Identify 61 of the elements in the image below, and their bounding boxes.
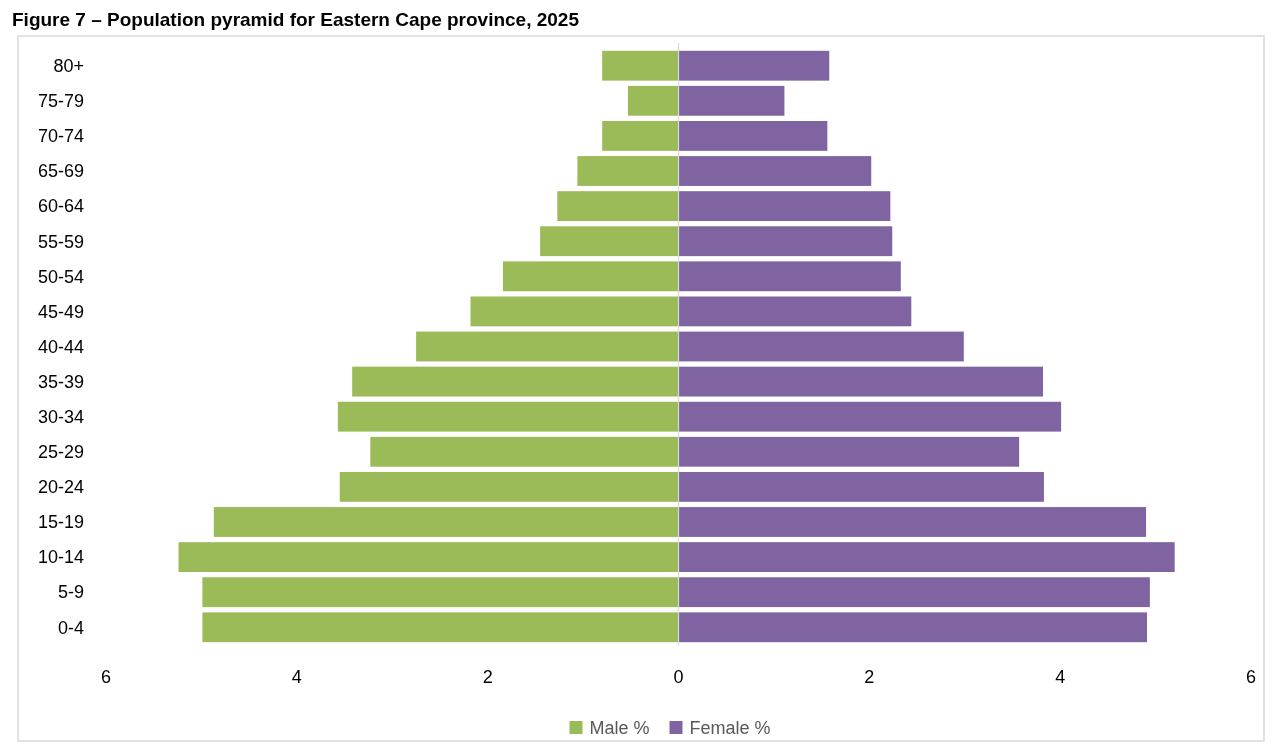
bar — [370, 436, 679, 467]
chart-title: Figure 7 – Population pyramid for Eastern Cape province, 2025 — [12, 9, 580, 30]
legend-label: Male % — [589, 718, 650, 739]
bar — [678, 121, 828, 151]
bar — [178, 542, 679, 572]
bar — [678, 226, 893, 257]
bar — [577, 156, 679, 186]
bar — [540, 226, 679, 257]
bar — [678, 542, 1175, 572]
x-tick-label: 6 — [1245, 667, 1257, 687]
bar — [602, 50, 679, 81]
bar — [678, 85, 785, 116]
bar — [678, 401, 1062, 432]
bar — [202, 612, 679, 643]
bar — [678, 507, 1147, 537]
y-tick-label: 10-14 — [37, 547, 84, 568]
bar — [627, 85, 679, 116]
y-tick-label: 30-34 — [37, 406, 84, 427]
bar — [678, 296, 912, 327]
bar — [470, 296, 679, 327]
bar — [678, 331, 964, 362]
y-tick-label: 55-59 — [37, 231, 84, 252]
y-tick-label: 35-39 — [37, 371, 84, 392]
bar — [339, 471, 679, 502]
bar — [678, 50, 830, 81]
x-tick-label: 2 — [482, 667, 493, 687]
y-tick-label: 40-44 — [37, 336, 84, 357]
y-tick-label: 80+ — [53, 56, 84, 77]
bar — [678, 577, 1150, 608]
bar — [416, 331, 679, 362]
bar — [352, 366, 679, 397]
y-tick-label: 60-64 — [37, 196, 84, 217]
x-tick-label: 4 — [1055, 667, 1066, 687]
y-tick-label: 50-54 — [37, 266, 84, 287]
bar — [502, 261, 679, 292]
bar — [678, 366, 1043, 397]
bar — [678, 612, 1147, 643]
y-tick-label: 15-19 — [37, 512, 84, 533]
x-tick-label: 4 — [291, 667, 302, 687]
y-tick-label: 20-24 — [37, 477, 84, 498]
bar — [602, 121, 679, 151]
bar — [202, 577, 679, 608]
y-tick-label: 65-69 — [37, 161, 84, 182]
y-tick-label: 75-79 — [37, 91, 84, 112]
bar — [678, 156, 872, 186]
bar — [213, 507, 679, 537]
bar — [678, 191, 891, 222]
legend-label: Female % — [689, 718, 771, 739]
bar — [337, 401, 679, 432]
y-tick-label: 5-9 — [57, 582, 84, 603]
bar — [557, 191, 679, 222]
bar — [678, 261, 901, 292]
y-tick-label: 25-29 — [37, 442, 84, 463]
bar — [678, 436, 1020, 467]
x-tick-label: 2 — [864, 667, 875, 687]
x-tick-label: 0 — [673, 667, 684, 687]
x-tick-label: 6 — [100, 667, 112, 687]
y-tick-label: 45-49 — [37, 301, 84, 322]
y-tick-label: 0-4 — [57, 617, 84, 638]
bar — [678, 471, 1044, 502]
y-tick-label: 70-74 — [37, 126, 84, 147]
